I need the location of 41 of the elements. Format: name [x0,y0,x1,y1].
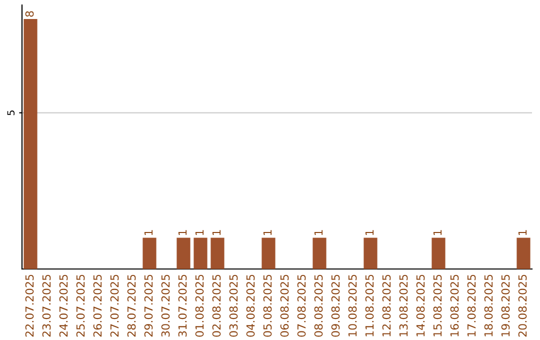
data-label: 1 [433,230,442,235]
x-tick-label: 03.08.2025 [229,274,238,337]
x-tick-label: 18.08.2025 [484,274,493,336]
x-tick-label: 20.08.2025 [518,274,527,337]
x-tick-label: 13.08.2025 [399,274,408,336]
x-tick-label: 24.07.2025 [59,274,68,337]
x-tick-label: 06.08.2025 [280,274,289,337]
x-tick-label: 27.07.2025 [110,274,119,337]
data-label: 1 [178,230,187,235]
data-label: 1 [263,230,272,235]
x-tick-label: 22.07.2025 [25,274,34,337]
data-label: 1 [144,230,153,235]
x-tick-label: 28.07.2025 [127,274,136,337]
x-tick-label: 26.07.2025 [93,274,102,337]
x-tick-label: 29.07.2025 [144,274,153,337]
data-label: 1 [212,230,221,235]
y-tick-label: 5 [7,110,15,116]
x-tick-label: 09.08.2025 [331,274,340,337]
x-tick-label: 12.08.2025 [382,274,391,336]
x-tick-label: 05.08.2025 [263,274,272,337]
x-tick-label: 04.08.2025 [246,274,255,337]
data-label: 1 [314,230,323,235]
x-tick-label: 08.08.2025 [314,274,323,337]
x-tick-label: 15.08.2025 [433,274,442,336]
data-label: 8 [25,11,34,17]
x-tick-label: 25.07.2025 [76,274,85,337]
x-tick-label: 31.07.2025 [178,274,187,337]
data-label: 1 [518,230,527,235]
x-tick-label: 23.07.2025 [42,274,51,337]
x-tick-label: 19.08.2025 [501,274,510,336]
x-tick-label: 17.08.2025 [467,274,476,336]
x-tick-label: 07.08.2025 [297,274,306,337]
data-label: 1 [195,230,204,235]
data-label: 1 [365,230,374,235]
x-tick-label: 14.08.2025 [416,274,425,336]
x-tick-label: 16.08.2025 [450,274,459,336]
x-tick-label: 02.08.2025 [212,274,221,337]
x-tick-label: 01.08.2025 [195,274,204,337]
x-tick-label: 11.08.2025 [365,274,374,336]
x-tick-label: 10.08.2025 [348,274,357,336]
x-tick-label: 30.07.2025 [161,274,170,337]
